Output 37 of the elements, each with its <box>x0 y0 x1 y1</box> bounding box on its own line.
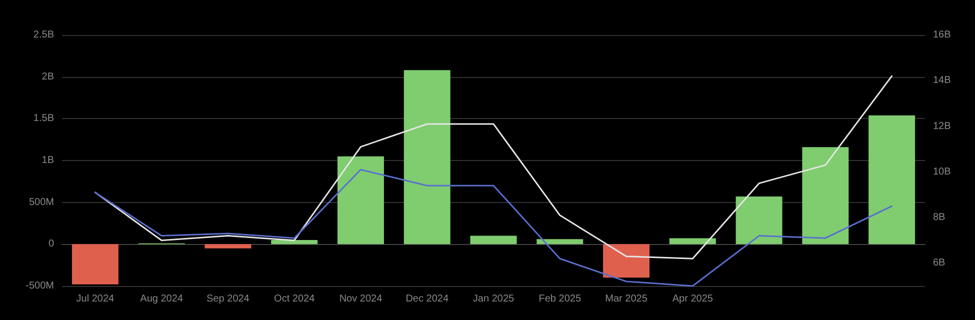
x-tick-label: Apr 2025 <box>672 294 714 304</box>
y-tick-label: 2.5B <box>33 30 54 40</box>
line-series <box>94 168 893 287</box>
y2-tick-label: 8B <box>933 212 946 224</box>
bar <box>271 240 318 244</box>
line-series <box>94 75 893 260</box>
x-tick-label: Dec 2024 <box>406 294 449 304</box>
x-tick-label: Jan 2025 <box>472 294 515 304</box>
bar <box>669 238 716 244</box>
x-tick-label: Sep 2024 <box>206 294 250 304</box>
bar <box>868 115 916 244</box>
y2-tick-label: 12B <box>933 120 952 132</box>
x-tick-label: Jul 2024 <box>76 294 115 304</box>
y2-tick-label: 16B <box>933 30 952 40</box>
bar <box>802 147 849 244</box>
bar <box>603 244 650 278</box>
bar <box>736 196 782 244</box>
bar <box>204 244 252 248</box>
y2-tick-label: 10B <box>933 166 952 178</box>
bar <box>536 239 584 244</box>
x-tick-label: Oct 2024 <box>274 294 316 304</box>
x-tick-label: Mar 2025 <box>605 294 648 304</box>
x-tick-label: Feb 2025 <box>538 294 582 304</box>
bar <box>404 70 450 244</box>
y-tick-label: 1.5B <box>33 113 54 124</box>
y-tick-label: -500M <box>26 280 54 292</box>
y-tick-label: 2B <box>42 71 54 82</box>
y-tick-label: 0 <box>48 238 54 250</box>
y2-tick-label: 6B <box>933 258 946 269</box>
bar <box>72 244 118 284</box>
bar <box>337 156 384 244</box>
bar <box>470 236 517 244</box>
x-tick-label: Nov 2024 <box>339 294 383 304</box>
y-tick-label: 1B <box>42 155 54 166</box>
y2-tick-label: 14B <box>933 75 952 86</box>
y-tick-label: 500M <box>28 196 54 208</box>
x-tick-label: Aug 2024 <box>140 294 184 304</box>
